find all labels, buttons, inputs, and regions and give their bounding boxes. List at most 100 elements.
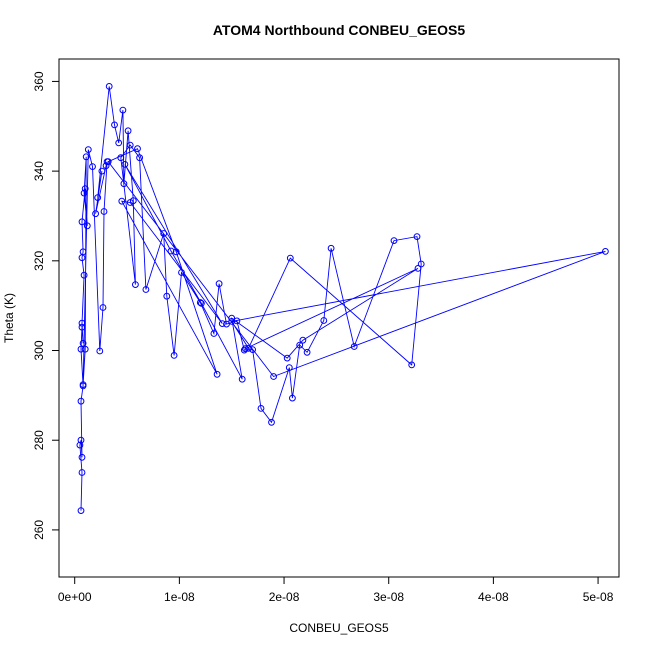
data-point xyxy=(120,180,128,188)
data-point xyxy=(126,199,134,206)
data-point xyxy=(408,361,416,369)
y-tick-label: 360 xyxy=(32,71,46,91)
data-point xyxy=(241,345,249,353)
data-point xyxy=(283,354,291,362)
data-point xyxy=(117,154,125,162)
data-point xyxy=(78,319,86,327)
data-point xyxy=(196,299,204,306)
data-point xyxy=(81,185,89,193)
data-point xyxy=(390,237,398,245)
data-point xyxy=(83,222,91,230)
data-point xyxy=(80,271,88,279)
data-point xyxy=(115,139,123,147)
chart-title: ATOM4 Northbound CONBEU_GEOS5 xyxy=(213,22,465,38)
data-point xyxy=(78,453,86,461)
data-point xyxy=(104,158,112,166)
data-point xyxy=(81,345,89,353)
data-point xyxy=(228,314,236,322)
data-point xyxy=(118,197,126,205)
y-tick-label: 260 xyxy=(32,520,46,540)
data-point xyxy=(124,127,132,135)
data-point xyxy=(77,436,85,444)
data-point xyxy=(126,141,134,149)
x-tick-label: 4e-08 xyxy=(478,590,509,604)
data-point xyxy=(92,210,99,218)
data-point xyxy=(136,154,144,162)
data-point xyxy=(289,394,296,402)
y-tick-label: 320 xyxy=(32,250,46,270)
data-point xyxy=(102,162,110,170)
data-point xyxy=(84,146,92,154)
x-axis: 0e+00 1e-08 2e-08 3e-08 4e-08 5e-08 xyxy=(58,576,614,604)
data-point xyxy=(142,286,150,293)
data-point xyxy=(213,370,221,378)
x-tick-label: 3e-08 xyxy=(373,590,404,604)
data-point xyxy=(270,373,278,380)
y-tick-label: 300 xyxy=(32,340,46,360)
data-point xyxy=(77,507,85,515)
data-point xyxy=(111,121,118,129)
data-point xyxy=(303,348,311,356)
x-tick-label: 5e-08 xyxy=(583,590,614,604)
x-tick-label: 2e-08 xyxy=(269,590,300,604)
data-point xyxy=(299,336,307,344)
data-point xyxy=(79,248,87,256)
data-point xyxy=(198,300,205,307)
data-point xyxy=(249,346,257,354)
data-point xyxy=(320,317,328,324)
data-point xyxy=(160,230,168,237)
data-point xyxy=(100,208,108,215)
data-point xyxy=(94,194,102,202)
data-point xyxy=(218,320,226,328)
data-point xyxy=(240,346,248,354)
data-point xyxy=(79,339,87,347)
data-point xyxy=(285,364,293,372)
data-point xyxy=(79,381,87,389)
data-point xyxy=(286,254,294,262)
data-point xyxy=(119,106,127,114)
data-point xyxy=(210,330,218,337)
series-layer xyxy=(76,83,609,515)
data-point xyxy=(417,260,425,268)
y-axis-label: Theta (K) xyxy=(2,293,16,343)
data-point xyxy=(245,344,252,352)
data-point xyxy=(327,244,335,252)
data-point xyxy=(98,167,106,175)
data-point xyxy=(132,281,139,289)
data-point xyxy=(414,265,422,272)
data-point xyxy=(78,323,86,331)
data-point xyxy=(78,218,86,226)
data-point xyxy=(350,343,358,350)
data-point xyxy=(223,320,230,328)
y-axis: 260 280 300 320 340 360 xyxy=(32,71,60,540)
y-tick-label: 340 xyxy=(32,161,46,181)
data-point xyxy=(105,83,113,90)
x-tick-label: 0e+00 xyxy=(58,590,92,604)
data-point xyxy=(257,405,265,412)
data-point xyxy=(228,318,236,325)
data-point xyxy=(89,163,96,171)
data-point xyxy=(121,161,129,168)
data-point xyxy=(167,247,175,255)
data-point xyxy=(134,145,141,153)
x-tick-label: 1e-08 xyxy=(164,590,195,604)
data-point xyxy=(170,352,178,359)
data-point xyxy=(238,375,246,383)
x-axis-label: CONBEU_GEOS5 xyxy=(289,621,389,635)
data-point xyxy=(268,418,275,426)
y-tick-label: 280 xyxy=(32,430,46,450)
data-point xyxy=(99,304,107,311)
data-point xyxy=(80,189,88,197)
data-point xyxy=(76,441,84,449)
data-point xyxy=(178,269,185,276)
data-point xyxy=(215,280,223,288)
data-point xyxy=(233,317,241,325)
data-point xyxy=(82,153,90,161)
data-point xyxy=(602,248,609,255)
data-point xyxy=(296,341,304,349)
data-point xyxy=(163,292,171,300)
data-point xyxy=(413,233,421,241)
data-point xyxy=(77,397,85,405)
